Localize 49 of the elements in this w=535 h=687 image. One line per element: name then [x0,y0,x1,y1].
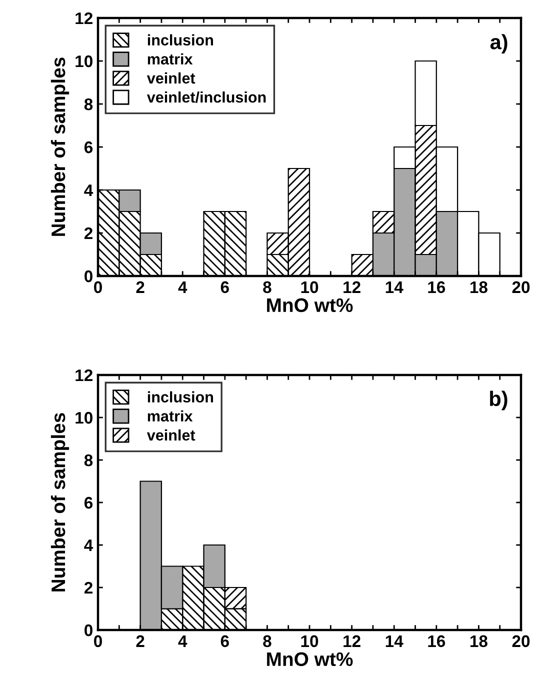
y-tick-label: 8 [84,98,93,110]
x-tick-label: 4 [178,635,188,647]
y-axis-title: Number of samples [50,413,70,592]
legend-label: matrix [148,410,193,422]
x-tick-label: 6 [220,635,229,648]
y-tick-label: 0 [84,270,92,282]
x-axis-title: MnO wt% [267,652,353,666]
y-tick-label: 6 [84,496,93,509]
x-tick-label: 8 [263,281,272,294]
x-tick-label: 10 [301,635,318,648]
y-tick-label: 12 [76,12,92,24]
x-tick-label: 18 [470,281,488,294]
y-axis-title: Number of samples [50,58,70,236]
annotation: b) [490,390,508,410]
x-tick-label: 2 [136,635,144,647]
x-tick-label: 16 [428,281,446,294]
x-tick-label: 0 [94,635,102,648]
x-tick-label: 2 [136,281,144,293]
y-tick-label: 8 [84,454,93,466]
y-tick-label: 4 [84,184,94,196]
annotation: a) [490,34,508,54]
x-tick-label: 4 [178,281,188,293]
y-tick-label: 6 [84,141,93,154]
y-tick-label: 4 [84,540,94,552]
legend-label: matrix [148,53,193,65]
x-tick-label: 12 [344,281,360,293]
y-tick-label: 12 [76,369,92,382]
x-tick-label: 16 [428,635,446,648]
x-tick-label: 0 [94,281,102,294]
x-tick-label: 14 [386,635,404,647]
x-tick-label: 18 [470,635,488,648]
y-tick-label: 2 [84,227,92,240]
legend-label: veinlet/inclusion [146,91,266,103]
y-tick-label: 10 [76,412,92,424]
y-tick-label: 10 [76,55,92,68]
x-tick-label: 20 [512,281,530,294]
x-tick-label: 8 [263,635,272,648]
x-tick-label: 10 [301,281,318,294]
x-tick-label: 12 [344,635,360,647]
legend-label: veinlet [146,429,196,441]
legend-label: veinlet [146,72,196,84]
x-axis-title: MnO wt% [267,298,353,312]
y-tick-label: 2 [84,582,92,594]
x-tick-label: 14 [386,281,404,293]
x-tick-label: 6 [220,281,229,294]
legend-label: inclusion [148,34,213,46]
y-tick-label: 0 [84,624,92,636]
x-tick-label: 20 [512,635,530,648]
legend-label: inclusion [148,391,213,402]
